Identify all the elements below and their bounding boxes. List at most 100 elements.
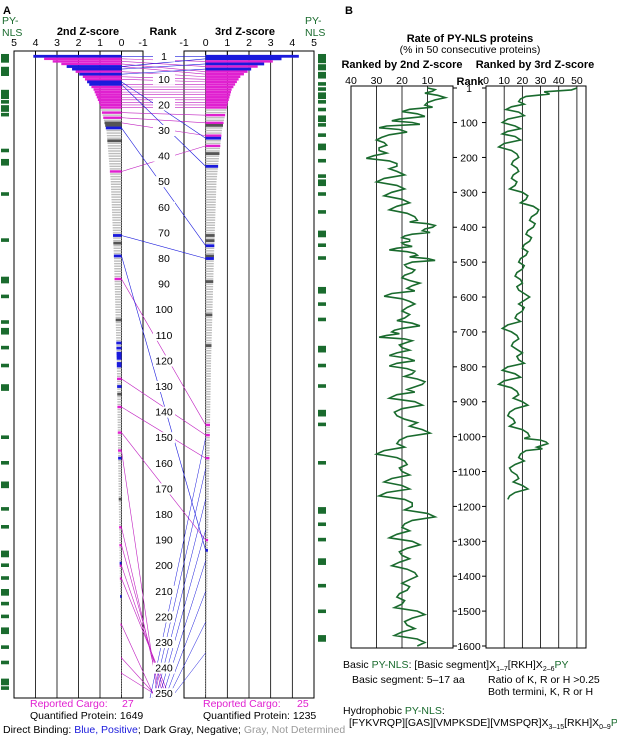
bar-undetermined <box>112 216 122 219</box>
pynls-mark <box>318 635 326 642</box>
bar-undetermined <box>205 526 209 529</box>
bar-undetermined <box>205 342 212 344</box>
bar-undetermined <box>118 472 122 475</box>
pynls-mark <box>1 66 9 71</box>
bar-undetermined <box>205 132 222 134</box>
bar-undetermined <box>112 229 122 232</box>
basic-ratio-rule-2: Both termini, K, R or H <box>488 686 594 698</box>
left-axis-tick-label: 2 <box>76 37 82 49</box>
bar-undetermined <box>205 521 209 523</box>
bar-binding-negative <box>205 234 215 237</box>
bar-undetermined <box>205 454 210 457</box>
bar-undetermined <box>116 375 122 377</box>
bar-undetermined <box>205 390 211 393</box>
bar-undetermined <box>118 516 122 518</box>
pynls-mark <box>1 576 9 580</box>
bar-undetermined <box>111 201 122 203</box>
left-bars <box>33 54 122 695</box>
bar-undetermined <box>205 682 207 685</box>
bar-undetermined <box>115 309 122 311</box>
pynls-mark <box>318 174 326 178</box>
bar-undetermined <box>113 252 122 255</box>
pynls-mark <box>318 100 326 104</box>
bar-undetermined <box>115 329 122 331</box>
bar-undetermined <box>205 380 211 383</box>
bar-binding-positive <box>89 83 122 86</box>
bar-undetermined <box>115 296 122 298</box>
bar-undetermined <box>205 480 210 482</box>
bar-undetermined <box>205 431 210 434</box>
bar-undetermined <box>119 588 122 590</box>
rank-link-reported <box>121 61 206 67</box>
bar-reported-cargo <box>205 65 258 68</box>
bar-undetermined <box>117 424 122 426</box>
bar-undetermined <box>205 288 214 290</box>
bar-reported-cargo <box>205 134 222 137</box>
bar-undetermined <box>205 544 209 546</box>
panel-b-left-title: Ranked by 2nd Z-score <box>341 59 462 71</box>
bar-undetermined <box>205 201 216 203</box>
rank-label-bg <box>153 176 175 188</box>
bar-undetermined <box>205 611 207 613</box>
right-axis-tick-label: 5 <box>311 37 317 49</box>
pynls-mark <box>1 627 9 635</box>
pynls-mark <box>318 422 326 427</box>
bar-reported-cargo <box>205 83 236 86</box>
bar-undetermined <box>112 227 122 229</box>
rank-link-positive <box>170 652 206 699</box>
bar-undetermined <box>205 626 207 628</box>
bar-undetermined <box>117 388 122 390</box>
bar-undetermined <box>118 493 122 495</box>
bar-undetermined <box>116 349 122 352</box>
bar-undetermined <box>121 677 122 680</box>
bar-undetermined <box>205 621 207 623</box>
bar-undetermined <box>205 191 217 193</box>
bar-binding-positive <box>205 67 252 71</box>
right-zscore-title: 3rd Z-score <box>215 26 275 38</box>
bar-undetermined <box>205 278 214 280</box>
bar-reported-cargo <box>96 96 122 99</box>
bar-undetermined <box>205 388 211 390</box>
bar-undetermined <box>114 268 122 270</box>
rank-link-reported <box>121 66 206 75</box>
bar-binding-negative <box>115 318 122 322</box>
bar-undetermined <box>205 181 217 183</box>
bar-reported-cargo <box>121 672 122 675</box>
bar-undetermined <box>205 636 207 639</box>
bar-undetermined <box>205 147 221 150</box>
bar-undetermined <box>119 552 122 554</box>
bar-undetermined <box>205 168 218 170</box>
bar-undetermined <box>205 393 211 395</box>
bar-binding-positive <box>116 356 122 360</box>
rank-tick-label: 110 <box>156 330 173 342</box>
bar-undetermined <box>115 306 122 308</box>
rank-tick-label: 90 <box>158 279 170 291</box>
bar-reported-cargo <box>205 80 237 84</box>
bar-binding-positive <box>205 57 282 61</box>
pynls-mark <box>318 384 326 388</box>
bar-undetermined <box>109 163 122 165</box>
bar-undetermined <box>119 529 122 531</box>
bar-undetermined <box>117 416 122 418</box>
bar-undetermined <box>121 664 122 667</box>
bar-undetermined <box>205 475 210 477</box>
bar-binding-negative <box>104 121 122 125</box>
bar-undetermined <box>111 196 122 198</box>
rank-label-bg <box>153 611 175 623</box>
bar-undetermined <box>205 206 216 209</box>
bar-undetermined <box>120 644 122 646</box>
rank-tick-label: 240 <box>155 663 173 675</box>
bar-undetermined <box>120 608 122 610</box>
bar-undetermined <box>120 618 122 621</box>
bar-undetermined <box>205 416 211 418</box>
bar-undetermined <box>205 262 214 265</box>
pynls-mark <box>1 294 9 299</box>
left-axis-tick-label: 4 <box>33 37 39 49</box>
bar-undetermined <box>205 285 214 288</box>
pynls-mark <box>1 678 9 686</box>
bar-undetermined <box>110 173 122 175</box>
panel-b-right-xtick-label: 40 <box>553 75 565 87</box>
left-quantified: Quantified Protein: 1649 <box>30 710 143 722</box>
rank-tick-label: 230 <box>155 637 173 649</box>
rank-link-positive <box>167 621 206 699</box>
